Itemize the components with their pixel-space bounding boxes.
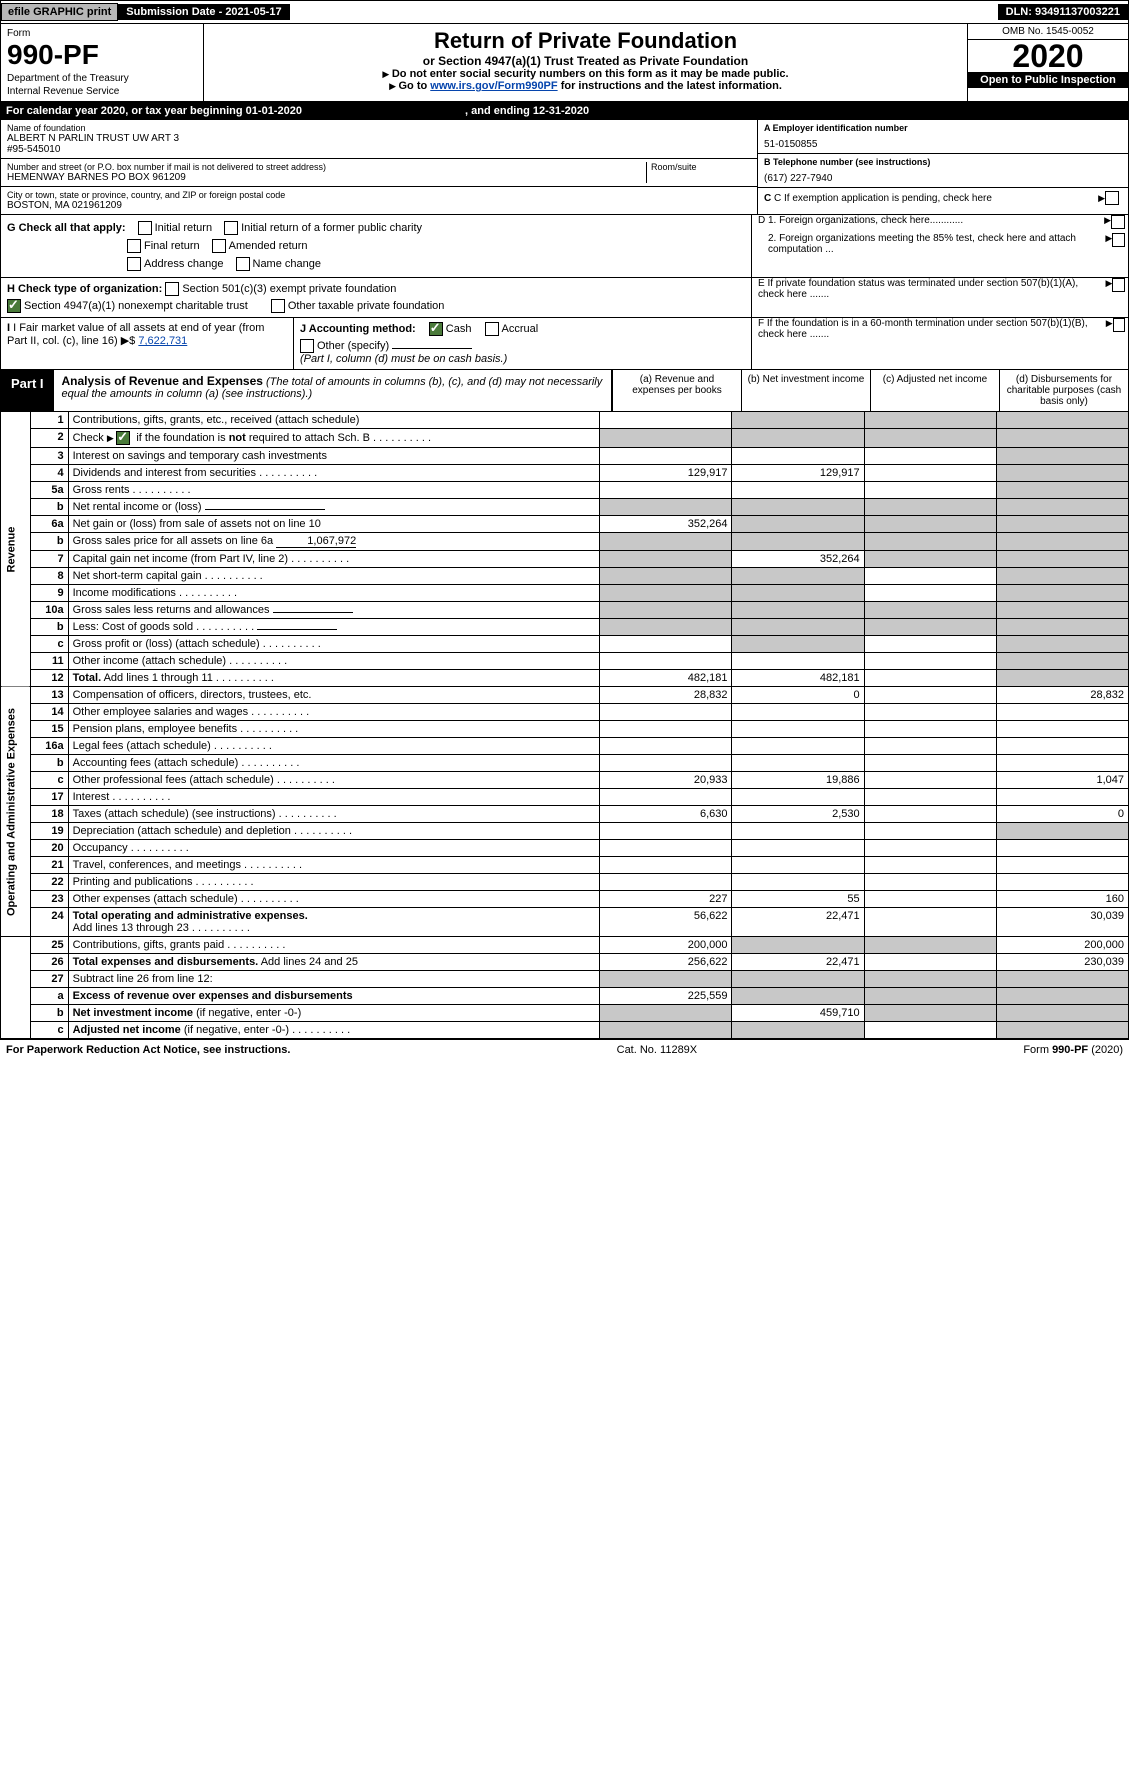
form-label: Form (7, 28, 197, 39)
col-d-header: (d) Disbursements for charitable purpose… (999, 370, 1128, 411)
j-label: J Accounting method: (300, 323, 416, 335)
instruction-1: Do not enter social security numbers on … (208, 68, 963, 80)
form-subtitle: or Section 4947(a)(1) Trust Treated as P… (208, 54, 963, 68)
c-label: C C If exemption application is pending,… (764, 193, 992, 204)
revenue-label: Revenue (1, 412, 31, 687)
tax-year-row: For calendar year 2020, or tax year begi… (0, 102, 1129, 120)
cb-4947[interactable] (7, 299, 21, 313)
tax-year: 2020 (968, 40, 1128, 72)
cb-final[interactable] (127, 239, 141, 253)
h-label: H Check type of organization: (7, 283, 162, 295)
j-note: (Part I, column (d) must be on cash basi… (300, 353, 745, 365)
cb-d2[interactable] (1112, 233, 1125, 247)
cb-address[interactable] (127, 257, 141, 271)
cb-cash[interactable] (429, 322, 443, 336)
ein: 51-0150855 (764, 139, 1122, 150)
instruction-2: Go to www.irs.gov/Form990PF for instruct… (208, 80, 963, 92)
cb-d1[interactable] (1111, 215, 1125, 229)
cb-e[interactable] (1112, 278, 1125, 292)
pra-notice: For Paperwork Reduction Act Notice, see … (6, 1044, 290, 1056)
form-title: Return of Private Foundation (208, 28, 963, 54)
dept-treasury: Department of the Treasury (7, 73, 197, 84)
cb-f[interactable] (1113, 318, 1125, 332)
cb-initial[interactable] (138, 221, 152, 235)
form-footer: Form 990-PF (2020) (1023, 1044, 1123, 1056)
cb-other-method[interactable] (300, 339, 314, 353)
foundation-name: ALBERT N PARLIN TRUST UW ART 3 (7, 133, 751, 144)
irs-label: Internal Revenue Service (7, 86, 197, 97)
cb-accrual[interactable] (485, 322, 499, 336)
foundation-name-2: #95-545010 (7, 144, 751, 155)
part1-label: Part I (1, 370, 54, 411)
addr-label: Number and street (or P.O. box number if… (7, 162, 646, 172)
form-header: Form 990-PF Department of the Treasury I… (0, 24, 1129, 102)
address: HEMENWAY BARNES PO BOX 961209 (7, 172, 646, 183)
tel-label: B Telephone number (see instructions) (764, 157, 1122, 167)
ein-label: A Employer identification number (764, 123, 1122, 133)
top-bar: efile GRAPHIC print Submission Date - 20… (0, 0, 1129, 24)
part1-table: Revenue 1Contributions, gifts, grants, e… (0, 412, 1129, 1039)
section-e: E If private foundation status was termi… (751, 278, 1128, 317)
part1-header: Part I Analysis of Revenue and Expenses … (0, 370, 1129, 412)
cb-name[interactable] (236, 257, 250, 271)
section-d: D 1. Foreign organizations, check here..… (751, 215, 1128, 277)
col-c-header: (c) Adjusted net income (870, 370, 999, 411)
name-label: Name of foundation (7, 123, 751, 133)
cb-501c3[interactable] (165, 282, 179, 296)
form-number: 990-PF (7, 39, 197, 71)
col-a-header: (a) Revenue and expenses per books (612, 370, 741, 411)
open-inspection: Open to Public Inspection (968, 72, 1128, 88)
col-b-header: (b) Net investment income (741, 370, 870, 411)
cb-initial-former[interactable] (224, 221, 238, 235)
i-value: ▶$ 7,622,731 (121, 335, 188, 347)
cb-amended[interactable] (212, 239, 226, 253)
c-checkbox[interactable] (1105, 191, 1119, 205)
expenses-label: Operating and Administrative Expenses (1, 687, 31, 937)
cb-other-tax[interactable] (271, 299, 285, 313)
footer: For Paperwork Reduction Act Notice, see … (0, 1039, 1129, 1060)
efile-print-button[interactable]: efile GRAPHIC print (1, 3, 118, 21)
dln: DLN: 93491137003221 (998, 4, 1128, 20)
entity-info: Name of foundation ALBERT N PARLIN TRUST… (0, 120, 1129, 215)
telephone: (617) 227-7940 (764, 173, 1122, 184)
submission-date: Submission Date - 2021-05-17 (118, 4, 289, 20)
room-label: Room/suite (651, 162, 751, 172)
section-g: G Check all that apply: Initial return I… (7, 221, 745, 235)
city: BOSTON, MA 021961209 (7, 200, 751, 211)
cb-sch-b[interactable] (116, 431, 130, 445)
irs-link[interactable]: www.irs.gov/Form990PF (430, 80, 557, 92)
cat-no: Cat. No. 11289X (617, 1044, 698, 1056)
section-f: F If the foundation is in a 60-month ter… (751, 318, 1128, 369)
city-label: City or town, state or province, country… (7, 190, 751, 200)
